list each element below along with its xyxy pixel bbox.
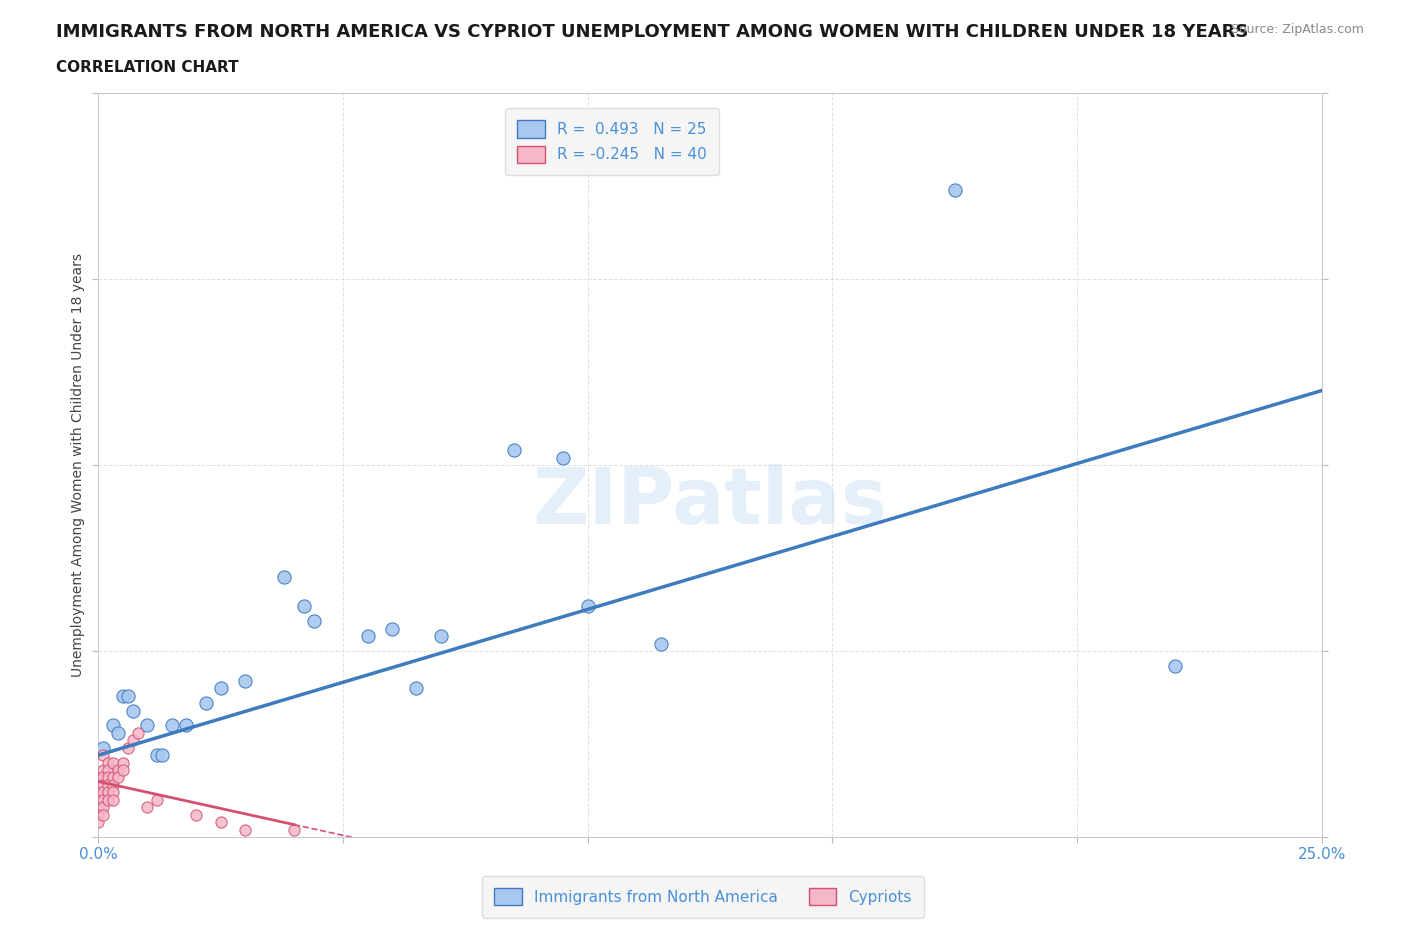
Point: [91, 800, 114, 815]
Point: [405, 681, 427, 696]
Point: [101, 777, 124, 792]
Point: [292, 599, 315, 614]
Point: [176, 718, 198, 733]
Point: [150, 748, 173, 763]
Point: [381, 837, 404, 852]
Point: [91, 748, 114, 763]
Point: [121, 733, 143, 748]
Point: [87, 800, 110, 815]
Legend: Immigrants from North America, Cypriots: Immigrants from North America, Cypriots: [482, 876, 924, 918]
Point: [87, 770, 110, 785]
Point: [381, 621, 404, 636]
Point: [160, 718, 183, 733]
Point: [107, 770, 129, 785]
Point: [121, 703, 143, 718]
Point: [107, 725, 129, 740]
Point: [576, 599, 599, 614]
Point: [136, 800, 159, 815]
Point: [91, 792, 114, 807]
Point: [101, 785, 124, 800]
Point: [111, 763, 134, 777]
Point: [91, 763, 114, 777]
Point: [943, 182, 966, 197]
Point: [101, 792, 124, 807]
Point: [1164, 658, 1187, 673]
Point: [87, 815, 110, 830]
Point: [233, 673, 256, 688]
Point: [209, 681, 232, 696]
Point: [195, 696, 218, 711]
Point: [91, 777, 114, 792]
Text: IMMIGRANTS FROM NORTH AMERICA VS CYPRIOT UNEMPLOYMENT AMONG WOMEN WITH CHILDREN : IMMIGRANTS FROM NORTH AMERICA VS CYPRIOT…: [56, 23, 1249, 41]
Point: [136, 718, 159, 733]
Point: [302, 614, 325, 629]
Point: [111, 755, 134, 770]
Point: [233, 822, 256, 837]
Point: [97, 755, 120, 770]
Point: [97, 770, 120, 785]
Legend: R =  0.493   N = 25, R = -0.245   N = 40: R = 0.493 N = 25, R = -0.245 N = 40: [505, 108, 718, 176]
Point: [97, 785, 120, 800]
Point: [283, 822, 305, 837]
Point: [356, 629, 378, 644]
Text: ZIPatlas: ZIPatlas: [533, 464, 887, 540]
Point: [97, 777, 120, 792]
Point: [117, 688, 139, 703]
Point: [87, 792, 110, 807]
Point: [87, 807, 110, 822]
Point: [273, 569, 295, 584]
Point: [111, 688, 134, 703]
Point: [87, 785, 110, 800]
Point: [91, 785, 114, 800]
Point: [650, 636, 672, 651]
Point: [97, 792, 120, 807]
Text: Source: ZipAtlas.com: Source: ZipAtlas.com: [1230, 23, 1364, 36]
Point: [107, 763, 129, 777]
Point: [101, 755, 124, 770]
Point: [186, 807, 208, 822]
Point: [97, 763, 120, 777]
Point: [503, 443, 526, 458]
Point: [91, 770, 114, 785]
Y-axis label: Unemployment Among Women with Children Under 18 years: Unemployment Among Women with Children U…: [70, 253, 84, 677]
Point: [553, 450, 575, 465]
Point: [209, 815, 232, 830]
Point: [146, 748, 169, 763]
Point: [87, 777, 110, 792]
Point: [91, 807, 114, 822]
Point: [127, 725, 149, 740]
Point: [430, 629, 453, 644]
Point: [101, 718, 124, 733]
Point: [91, 740, 114, 755]
Point: [117, 740, 139, 755]
Point: [101, 770, 124, 785]
Text: CORRELATION CHART: CORRELATION CHART: [56, 60, 239, 75]
Point: [146, 792, 169, 807]
